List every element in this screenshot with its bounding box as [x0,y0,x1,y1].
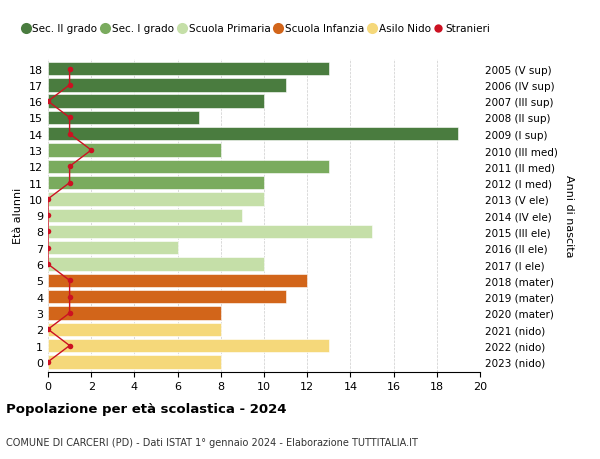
Bar [48,193,264,206]
Y-axis label: Età alunni: Età alunni [13,188,23,244]
Bar [48,274,307,287]
Text: COMUNE DI CARCERI (PD) - Dati ISTAT 1° gennaio 2024 - Elaborazione TUTTITALIA.IT: COMUNE DI CARCERI (PD) - Dati ISTAT 1° g… [6,437,418,448]
Bar [48,291,286,304]
Bar [48,258,264,271]
Bar [48,63,329,76]
Legend: Sec. II grado, Sec. I grado, Scuola Primaria, Scuola Infanzia, Asilo Nido, Stran: Sec. II grado, Sec. I grado, Scuola Prim… [23,24,490,34]
Bar [48,177,264,190]
Bar [48,128,458,141]
Bar [48,225,372,239]
Bar [48,160,329,174]
Bar [48,339,329,353]
Text: Popolazione per età scolastica - 2024: Popolazione per età scolastica - 2024 [6,403,287,415]
Bar [48,209,242,223]
Bar [48,323,221,336]
Y-axis label: Anni di nascita: Anni di nascita [565,174,574,257]
Bar [48,79,286,92]
Bar [48,307,221,320]
Bar [48,95,264,109]
Bar [48,241,178,255]
Bar [48,112,199,125]
Bar [48,355,221,369]
Bar [48,144,221,157]
